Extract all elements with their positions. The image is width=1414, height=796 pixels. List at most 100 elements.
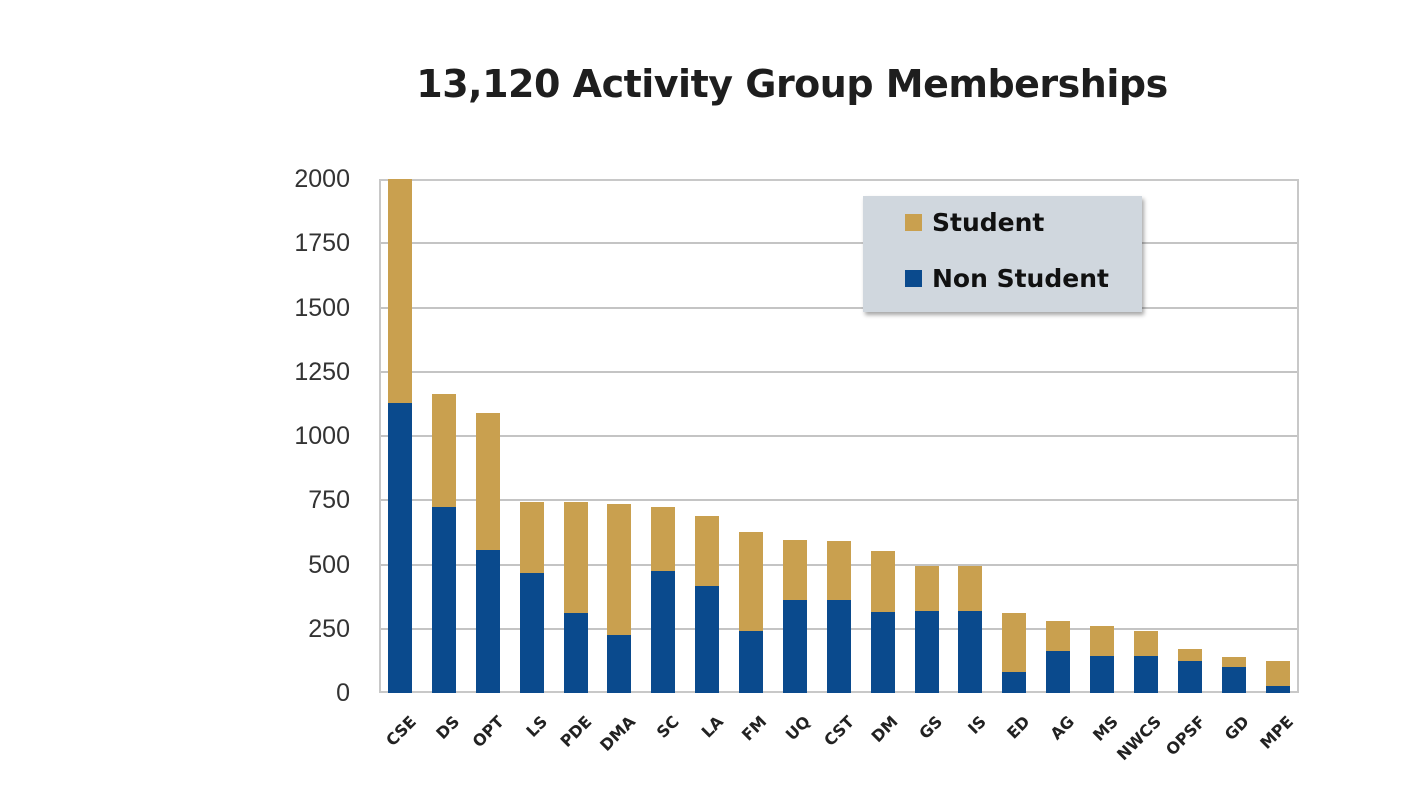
legend-label-non-student: Non Student [932,264,1109,293]
bar-mpe [1265,660,1290,693]
bar-segment-non-student [739,630,763,693]
y-tick-label: 250 [308,614,350,643]
x-tick-label: FM [738,712,771,745]
bar-segment-non-student [1002,672,1027,693]
gridline [379,435,1299,437]
bar-pde [563,501,588,693]
bar-cse [388,179,412,693]
bar-segment-non-student [782,599,807,693]
gridline [379,370,1299,373]
legend-swatch-non-student [905,270,922,287]
bar-segment-student [826,541,851,600]
y-tick-label: 1000 [294,422,350,450]
x-tick-label: DM [867,712,903,747]
bar-segment-non-student [958,610,983,693]
gridline [379,499,1299,502]
bar-sc [651,506,676,693]
gridline [379,242,1299,245]
y-tick-label: 750 [308,486,350,515]
bar-segment-non-student [1265,685,1290,693]
bar-segment-student [739,531,763,631]
bar-segment-student [388,179,412,403]
bar-segment-student [519,501,544,574]
gridline [379,306,1299,309]
bar-segment-student [431,393,456,507]
bar-nwcs [1133,631,1158,693]
bar-ag [1046,621,1071,693]
x-tick-label: CST [820,712,859,750]
x-tick-label: AG [1046,712,1078,744]
legend-item-student: Student [905,208,1044,237]
bar-segment-non-student [870,612,895,693]
bar-opt [475,412,500,693]
bar-segment-student [958,565,983,611]
bar-segment-student [1046,621,1071,652]
x-tick-label: UQ [782,712,815,745]
bar-segment-student [651,506,676,571]
bar-segment-non-student [826,599,851,693]
y-tick-label: 500 [308,550,350,579]
x-tick-label: OPSF [1161,712,1210,760]
bar-ls [519,501,544,693]
y-tick-label: 0 [336,679,350,707]
bar-segment-student [782,539,807,600]
x-tick-label: CSE [381,712,420,750]
y-tick-label: 2000 [294,165,350,193]
x-tick-label: LS [522,712,552,741]
bar-is [958,565,983,693]
legend-swatch-student [905,214,922,231]
legend-label-student: Student [932,208,1045,237]
bar-segment-non-student [475,550,500,693]
x-tick-label: OPT [468,712,508,752]
y-tick-label: 1500 [294,293,350,322]
bar-ds [431,393,456,693]
bar-segment-student [607,504,632,635]
y-tick-label: 1750 [294,229,350,258]
x-tick-label: MPE [1256,712,1297,753]
x-tick-label: DMA [595,712,639,755]
bar-segment-non-student [431,506,456,693]
x-tick-label: ED [1003,712,1034,743]
x-tick-label: SC [652,712,683,742]
bar-segment-non-student [695,585,720,693]
bar-ms [1090,626,1114,693]
x-tick-label: LA [697,712,727,742]
bar-segment-student [914,565,939,611]
bar-segment-student [1133,631,1158,657]
legend: Student Non Student [863,196,1142,312]
bar-segment-student [870,551,895,613]
bar-segment-non-student [651,570,676,693]
bar-segment-non-student [1221,667,1246,693]
y-tick-label: 1250 [294,357,350,386]
x-tick-label: NWCS [1113,712,1166,765]
bar-segment-non-student [607,634,632,693]
bar-gs [914,565,939,693]
bar-segment-non-student [1090,656,1114,693]
x-tick-label: MS [1088,712,1122,745]
bar-la [695,515,720,693]
bar-segment-student [695,515,720,586]
x-tick-label: GS [915,712,946,743]
bar-cst [826,541,851,693]
bar-ed [1002,613,1027,693]
bar-segment-non-student [1177,660,1202,693]
bar-segment-non-student [1133,656,1158,693]
bar-opsf [1177,649,1202,693]
bar-dma [607,504,632,693]
bar-segment-student [475,412,500,551]
bar-segment-non-student [563,612,588,693]
bar-segment-student [1090,626,1114,657]
bar-uq [782,539,807,693]
bar-segment-student [1002,613,1027,673]
bar-segment-student [563,501,588,613]
bar-segment-student [1177,649,1202,661]
bar-segment-student [1221,657,1246,668]
legend-item-non-student: Non Student [905,264,1109,293]
bar-gd [1221,657,1246,693]
bar-fm [739,531,763,693]
bar-segment-non-student [1046,651,1071,693]
bar-segment-student [1265,660,1290,686]
bar-segment-non-student [519,573,544,693]
x-tick-label: GD [1220,712,1254,745]
x-tick-label: IS [964,712,990,738]
